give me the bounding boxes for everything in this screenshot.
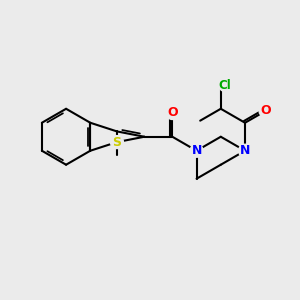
Circle shape [110,136,123,148]
Text: N: N [240,144,250,157]
Circle shape [259,104,272,117]
Text: Cl: Cl [219,79,232,92]
Circle shape [190,144,203,157]
Circle shape [238,144,251,157]
Text: O: O [260,104,271,117]
Text: S: S [112,136,122,148]
Circle shape [166,106,179,119]
Circle shape [219,79,232,92]
Text: N: N [191,144,202,157]
Text: O: O [167,106,178,119]
